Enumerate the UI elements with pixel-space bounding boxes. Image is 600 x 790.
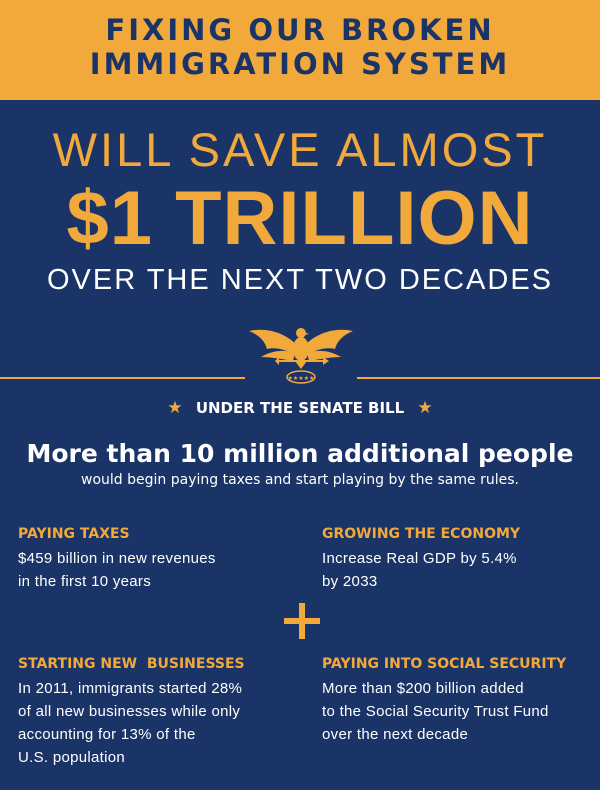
block-heading: STARTING NEW BUSINESSES bbox=[18, 656, 245, 672]
star-icon: ★ bbox=[167, 398, 183, 418]
block-heading: PAYING INTO SOCIAL SECURITY bbox=[322, 656, 567, 672]
block-text-line: in the first 10 years bbox=[18, 573, 152, 590]
savings-amount: $1 TRILLION bbox=[66, 176, 534, 261]
header-title-line-1: FIXING OUR BROKEN bbox=[105, 13, 495, 47]
block-text-line: accounting for 13% of the bbox=[18, 726, 196, 743]
new-businesses-block: STARTING NEW BUSINESSES In 2011, immigra… bbox=[18, 654, 313, 769]
senate-bill-text: UNDER THE SENATE BILL bbox=[195, 399, 405, 417]
block-text-line: by 2033 bbox=[322, 573, 378, 590]
block-text-line: to the Social Security Trust Fund bbox=[322, 703, 549, 720]
paying-taxes-block: PAYING TAXES $459 billion in new revenue… bbox=[18, 524, 298, 593]
header-title-line-2: IMMIGRATION SYSTEM bbox=[89, 47, 511, 81]
eagle-seal-icon: ★★★★★ bbox=[245, 315, 357, 385]
header-banner: FIXING OUR BROKEN IMMIGRATION SYSTEM bbox=[0, 0, 600, 100]
block-text-line: Increase Real GDP by 5.4% bbox=[322, 550, 517, 567]
will-save-text: WILL SAVE ALMOST bbox=[52, 123, 548, 176]
savings-period: OVER THE NEXT TWO DECADES bbox=[46, 264, 554, 296]
senate-bill-label: ★ UNDER THE SENATE BILL ★ bbox=[0, 396, 600, 420]
summary-subline: would begin paying taxes and start playi… bbox=[81, 472, 519, 488]
block-text-line: $459 billion in new revenues bbox=[18, 550, 216, 567]
star-icon: ★ bbox=[417, 398, 433, 418]
social-security-block: PAYING INTO SOCIAL SECURITY More than $2… bbox=[322, 654, 600, 746]
plus-icon bbox=[284, 603, 320, 639]
block-text-line: over the next decade bbox=[322, 726, 469, 743]
block-heading: GROWING THE ECONOMY bbox=[322, 526, 521, 542]
growing-economy-block: GROWING THE ECONOMY Increase Real GDP by… bbox=[322, 524, 600, 593]
block-text-line: of all new businesses while only bbox=[18, 703, 241, 720]
block-text-line: More than $200 billion added bbox=[322, 680, 524, 697]
svg-text:★★★★★: ★★★★★ bbox=[288, 375, 315, 382]
block-text-line: In 2011, immigrants started 28% bbox=[18, 680, 243, 697]
summary-headline: More than 10 million additional people bbox=[26, 439, 574, 468]
block-heading: PAYING TAXES bbox=[18, 526, 130, 542]
block-text-line: U.S. population bbox=[18, 749, 126, 766]
